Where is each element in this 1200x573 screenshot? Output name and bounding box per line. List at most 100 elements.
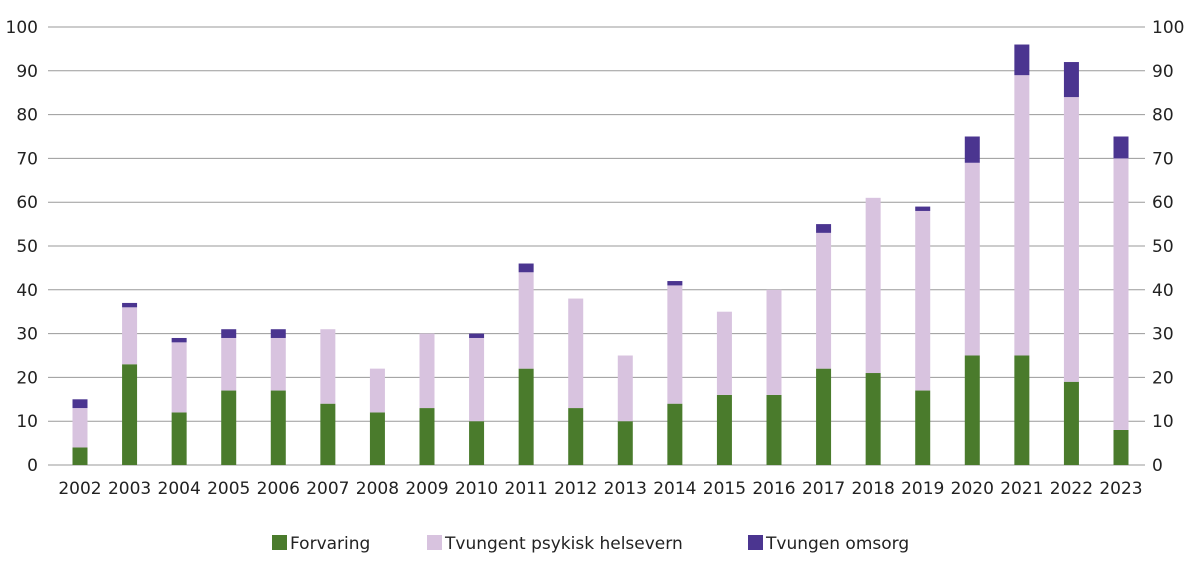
bar-forvaring (221, 390, 237, 465)
x-tick-label: 2011 (505, 479, 548, 499)
x-tick-label: 2003 (108, 479, 151, 499)
y-tick-label: 90 (16, 62, 38, 82)
bar-forvaring (816, 368, 832, 465)
bar-tvungent-psykisk-helsevern (469, 337, 485, 422)
x-tick-label: 2019 (901, 479, 944, 499)
bar-forvaring (915, 390, 931, 465)
bar-tvungen-omsorg (171, 337, 187, 343)
bar-tvungent-psykisk-helsevern (419, 333, 435, 409)
gridlines (48, 26, 1145, 466)
bar-forvaring (766, 394, 782, 465)
bar-tvungen-omsorg (122, 302, 138, 308)
bar-forvaring (568, 408, 584, 465)
y-tick-label-right: 80 (1152, 106, 1174, 126)
y-tick-label: 10 (16, 412, 38, 432)
bars (72, 44, 1129, 465)
bar-tvungent-psykisk-helsevern (1014, 75, 1030, 356)
x-tick-label: 2013 (604, 479, 647, 499)
bar-tvungent-psykisk-helsevern (568, 298, 584, 409)
bar-tvungen-omsorg (518, 263, 534, 273)
y-tick-label: 60 (16, 193, 38, 213)
y-tick-label-right: 10 (1152, 412, 1174, 432)
bar-forvaring (320, 403, 336, 465)
x-tick-label: 2016 (752, 479, 795, 499)
bar-tvungen-omsorg (1014, 44, 1030, 76)
bar-tvungen-omsorg (667, 281, 683, 286)
bar-forvaring (469, 421, 485, 465)
x-tick-label: 2006 (257, 479, 300, 499)
y-axis-right: 0 10 20 30 40 50 60 70 80 90 100 (1152, 18, 1184, 476)
x-tick-label: 2015 (703, 479, 746, 499)
y-tick-label-right: 60 (1152, 193, 1174, 213)
bar-tvungent-psykisk-helsevern (716, 311, 732, 395)
y-tick-label: 0 (27, 456, 38, 476)
y-tick-label-right: 20 (1152, 368, 1174, 388)
y-tick-label-right: 40 (1152, 281, 1174, 301)
y-tick-label-right: 30 (1152, 325, 1174, 345)
legend-label: Tvungen omsorg (765, 534, 909, 554)
bar-tvungent-psykisk-helsevern (122, 307, 138, 365)
bar-forvaring (716, 394, 732, 465)
y-tick-label: 100 (6, 18, 38, 38)
legend-swatch (272, 535, 287, 550)
bar-forvaring (964, 355, 980, 465)
bar-tvungent-psykisk-helsevern (865, 197, 881, 374)
bar-tvungent-psykisk-helsevern (915, 210, 931, 391)
x-tick-label: 2007 (306, 479, 349, 499)
bar-tvungent-psykisk-helsevern (964, 162, 980, 356)
y-axis-left: 0 10 20 30 40 50 60 70 80 90 100 (6, 18, 38, 476)
bar-tvungent-psykisk-helsevern (1063, 97, 1079, 382)
bar-tvungent-psykisk-helsevern (221, 337, 237, 391)
x-tick-label: 2020 (951, 479, 994, 499)
y-tick-label: 40 (16, 281, 38, 301)
bar-tvungent-psykisk-helsevern (369, 368, 385, 413)
legend-label: Forvaring (290, 534, 370, 554)
legend-swatch (427, 535, 442, 550)
bar-tvungent-psykisk-helsevern (1113, 158, 1129, 430)
y-tick-label-right: 100 (1152, 18, 1184, 38)
bar-forvaring (171, 412, 187, 465)
x-tick-label: 2023 (1099, 479, 1142, 499)
bar-tvungen-omsorg (221, 329, 237, 338)
bar-tvungent-psykisk-helsevern (816, 232, 832, 369)
x-tick-label: 2010 (455, 479, 498, 499)
bar-forvaring (518, 368, 534, 465)
bar-tvungen-omsorg (816, 224, 832, 233)
bar-forvaring (1063, 381, 1079, 465)
y-tick-label: 30 (16, 325, 38, 345)
bar-tvungent-psykisk-helsevern (72, 408, 88, 448)
x-tick-label: 2018 (852, 479, 895, 499)
bar-tvungent-psykisk-helsevern (270, 337, 286, 391)
bar-forvaring (667, 403, 683, 465)
x-tick-label: 2008 (356, 479, 399, 499)
bar-forvaring (122, 364, 138, 465)
y-tick-label: 80 (16, 106, 38, 126)
x-tick-label: 2017 (802, 479, 845, 499)
y-tick-label: 20 (16, 368, 38, 388)
bar-tvungent-psykisk-helsevern (617, 355, 633, 422)
bar-tvungen-omsorg (72, 399, 88, 409)
x-tick-label: 2009 (405, 479, 448, 499)
bar-tvungen-omsorg (1063, 62, 1079, 98)
bar-forvaring (419, 408, 435, 465)
bar-tvungen-omsorg (1113, 136, 1129, 159)
bar-tvungent-psykisk-helsevern (171, 342, 187, 413)
bar-tvungen-omsorg (915, 206, 931, 211)
bar-tvungen-omsorg (270, 329, 286, 338)
bar-forvaring (1014, 355, 1030, 465)
bar-forvaring (270, 390, 286, 465)
y-tick-label-right: 70 (1152, 149, 1174, 169)
y-tick-label-right: 50 (1152, 237, 1174, 257)
bar-tvungent-psykisk-helsevern (667, 285, 683, 404)
y-tick-label: 50 (16, 237, 38, 257)
x-tick-label: 2004 (158, 479, 201, 499)
legend: Forvaring Tvungent psykisk helsevern Tvung… (272, 534, 909, 554)
x-tick-label: 2021 (1000, 479, 1043, 499)
bar-forvaring (369, 412, 385, 465)
legend-label: Tvungent psykisk helsevern (444, 534, 683, 554)
x-tick-label: 2014 (653, 479, 696, 499)
bar-tvungen-omsorg (469, 333, 485, 338)
y-tick-label-right: 90 (1152, 62, 1174, 82)
bar-tvungent-psykisk-helsevern (518, 272, 534, 369)
